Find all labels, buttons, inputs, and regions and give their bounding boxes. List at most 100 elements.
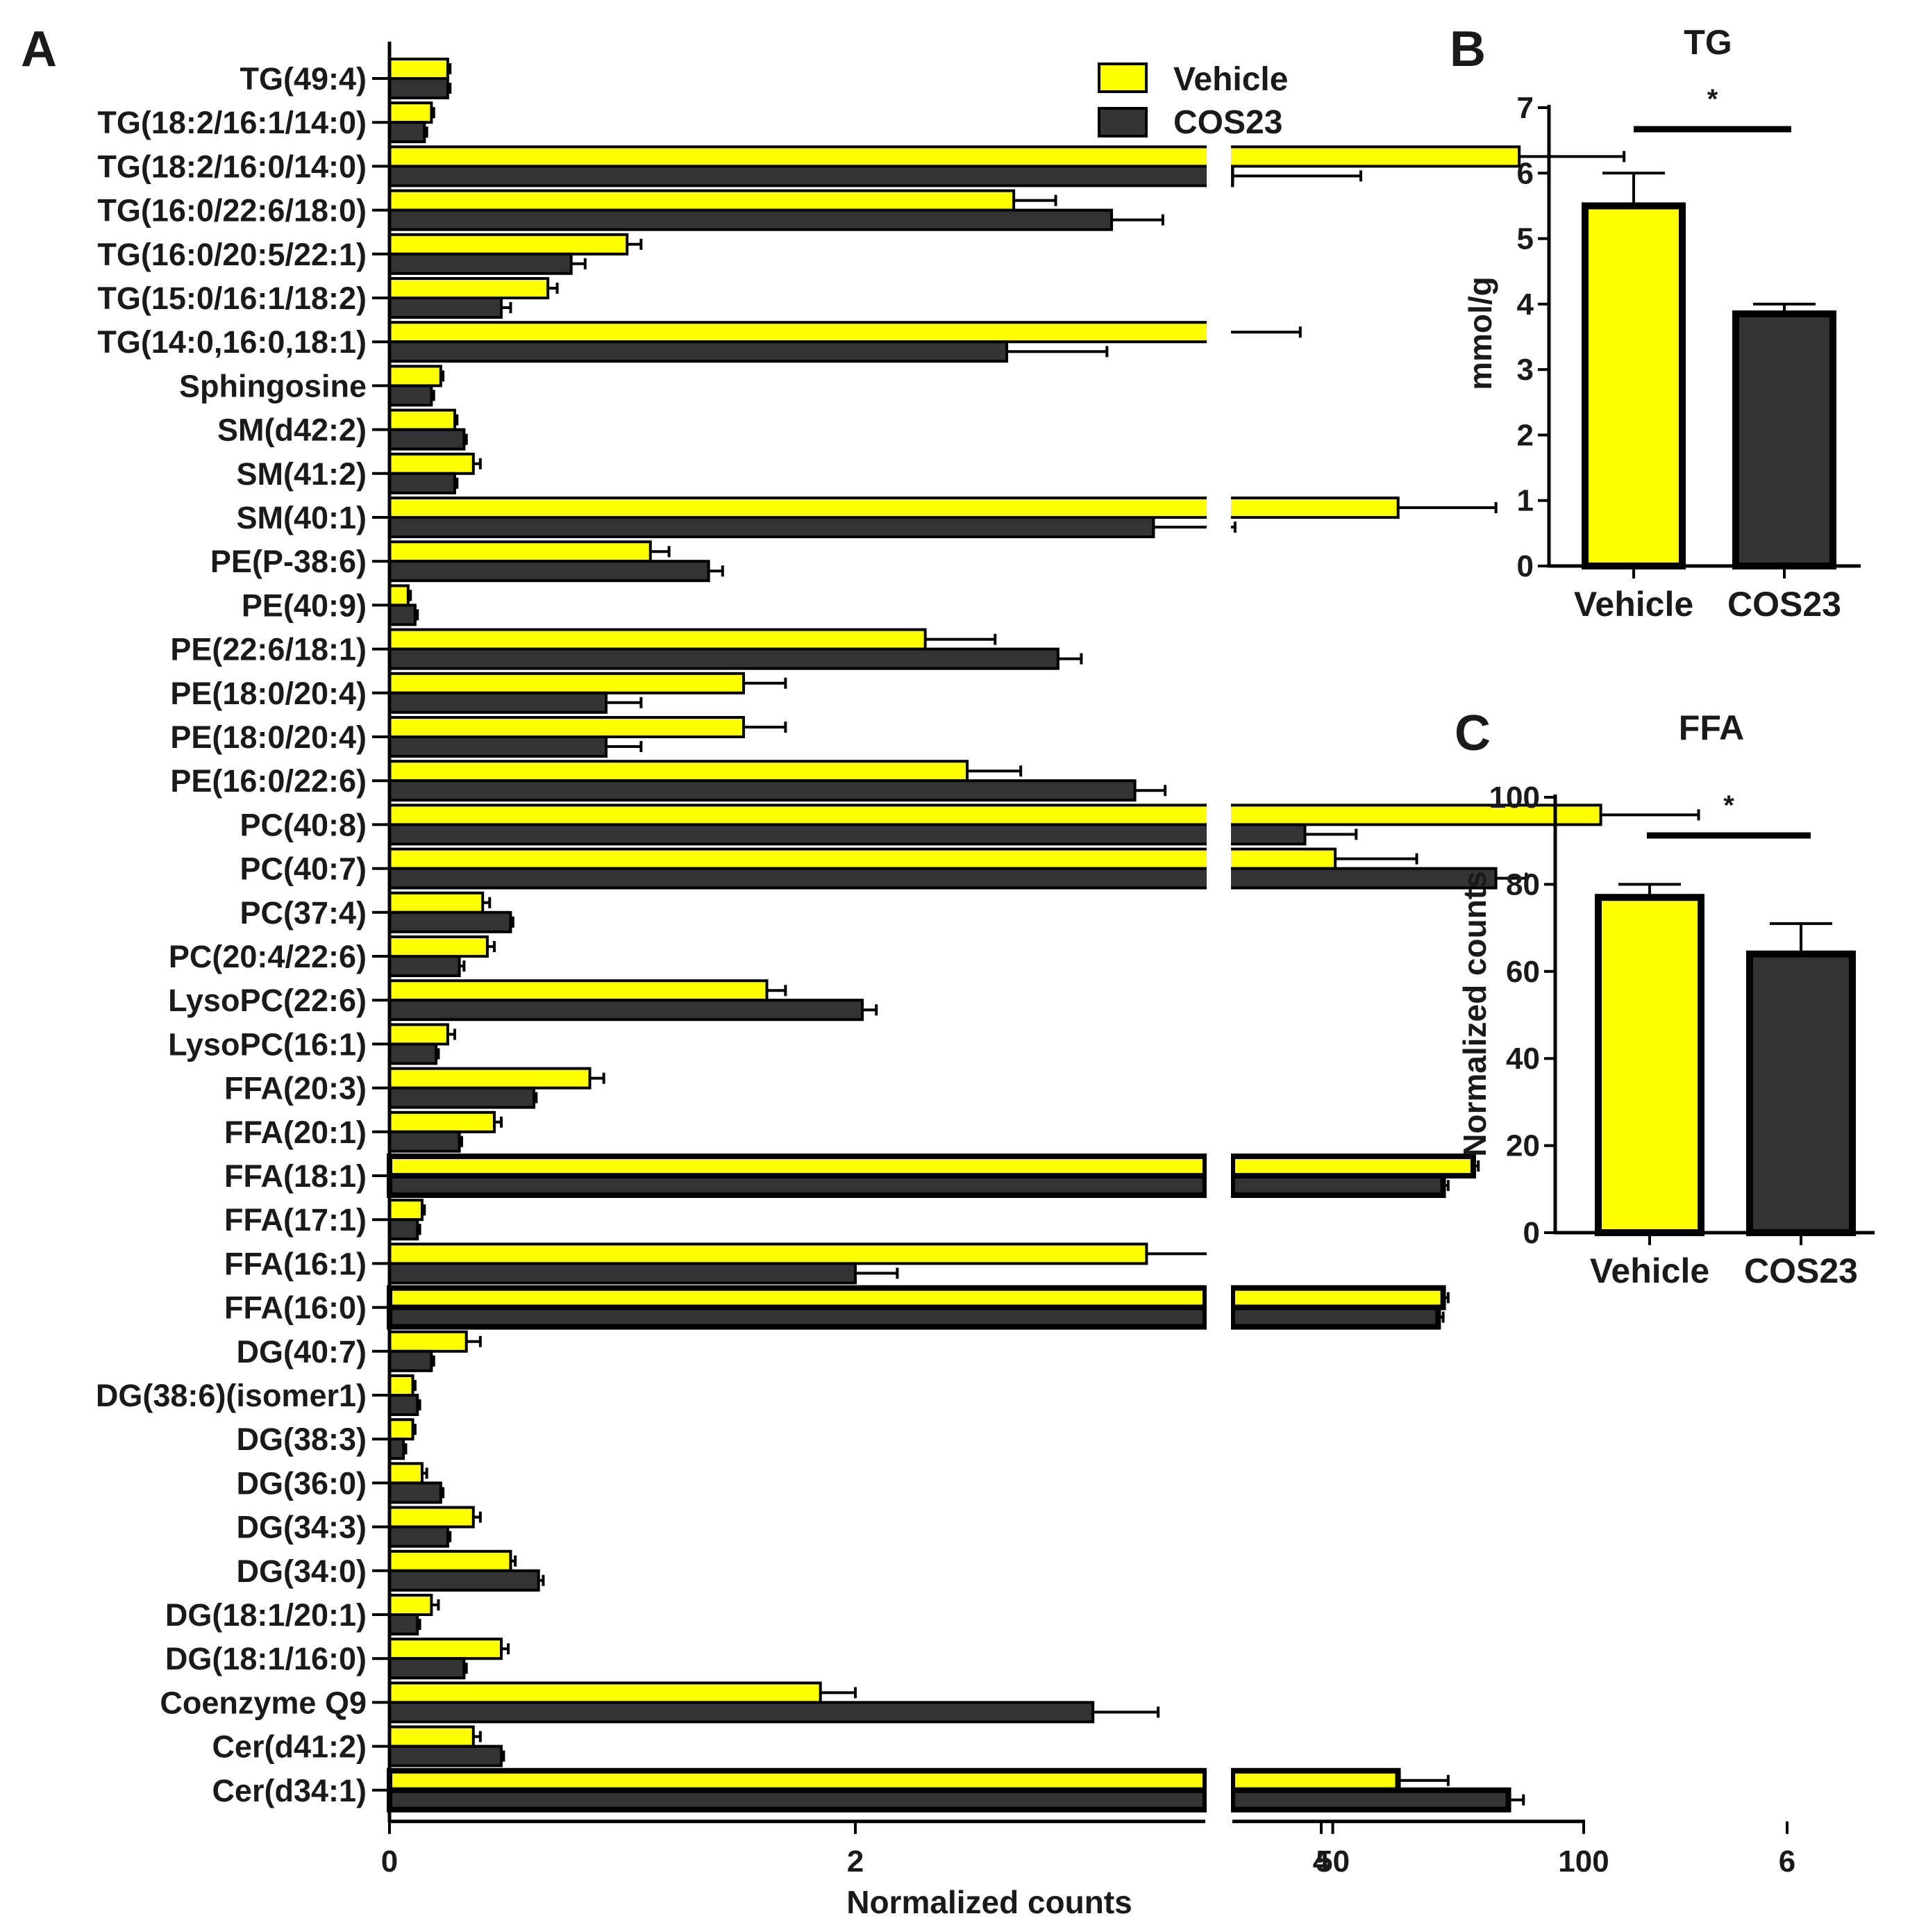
panel-a-legend: Vehicle COS23 xyxy=(1098,61,1288,141)
panel-a-bars xyxy=(387,42,1700,1819)
x-tick-label: COS23 xyxy=(1744,1251,1858,1290)
bar-vehicle-segment xyxy=(1230,1285,1446,1310)
y-tick-label: 0 xyxy=(1517,549,1534,583)
error-bar xyxy=(431,390,435,401)
category-label: FFA(16:0) xyxy=(224,1290,367,1326)
bar-vehicle xyxy=(388,1725,475,1748)
bar-cos23 xyxy=(388,516,1155,538)
bar-cos23 xyxy=(388,1657,466,1680)
error-bar xyxy=(421,1204,426,1216)
y-tick-label: 100 xyxy=(1489,781,1540,815)
error-bar xyxy=(440,1487,445,1499)
error-bar xyxy=(510,916,514,928)
legend-label-cos23: COS23 xyxy=(1173,104,1282,141)
error-bar xyxy=(417,1399,421,1410)
bar-cos23 xyxy=(388,910,512,933)
error-bar xyxy=(1519,151,1626,163)
bar-vehicle xyxy=(388,452,475,475)
bar-cos23-segment xyxy=(387,1787,1208,1813)
panel-c-chart: C FFA Normalized counts 0 20 40 60 80 100 Vehi… xyxy=(1455,706,1875,1290)
error-bar xyxy=(743,722,787,733)
panel-c-y-axis-title: Normalized counts xyxy=(1457,871,1493,1157)
bar-vehicle xyxy=(388,1681,822,1704)
bar-vehicle-segment xyxy=(387,1154,1208,1179)
bar-cos23 xyxy=(388,1042,438,1065)
error-bar xyxy=(431,1599,440,1610)
x-tick-label: 4 xyxy=(1313,1844,1330,1879)
error-bar xyxy=(820,1687,857,1699)
x-tick-label: Vehicle xyxy=(1574,585,1693,624)
bar-cos23 xyxy=(388,1438,405,1460)
category-label: Coenzyme Q9 xyxy=(160,1685,367,1720)
y-tick-label: 7 xyxy=(1517,91,1534,125)
x-tick-label: Vehicle xyxy=(1590,1251,1709,1290)
panel-a-chart: A 0 2 4 650 100 TG(49:4)TG(18:2/16:1/14:0)TG… xyxy=(21,22,1795,1920)
category-label: DG(34:0) xyxy=(236,1554,367,1589)
legend-swatch-vehicle xyxy=(1098,63,1148,93)
bar-cos23 xyxy=(388,77,449,99)
bar-cos23 xyxy=(388,1262,857,1285)
error-bar xyxy=(447,83,452,94)
category-label: Cer(d34:1) xyxy=(212,1773,367,1808)
bar-cos23 xyxy=(388,384,433,407)
bar-vehicle xyxy=(388,1067,592,1090)
bar-vehicle xyxy=(388,321,1225,344)
bar-cos23 xyxy=(388,999,864,1022)
bar-cos23-segment xyxy=(1230,1787,1511,1813)
error-bar xyxy=(473,458,482,469)
category-label: FFA(18:1) xyxy=(224,1158,367,1194)
category-label: Sphingosine xyxy=(179,368,367,403)
error-bar xyxy=(1093,1706,1160,1718)
y-tick-label: 4 xyxy=(1517,288,1534,322)
error-bar xyxy=(1398,502,1498,513)
significance-star: * xyxy=(1723,790,1734,821)
error-bar xyxy=(534,1092,538,1104)
panel-a-x-axis-title: Normalized counts xyxy=(846,1884,1132,1920)
bar-vehicle xyxy=(388,803,1602,826)
error-bar xyxy=(1057,653,1083,665)
error-bar xyxy=(412,1380,417,1391)
bar-vehicle xyxy=(388,1462,424,1485)
error-bar xyxy=(589,1072,605,1084)
error-bar xyxy=(650,546,671,558)
bar-vehicle xyxy=(388,672,745,694)
bar-cos23 xyxy=(388,779,1137,802)
error-bar xyxy=(431,1355,435,1367)
error-bar xyxy=(436,1048,440,1060)
error-bar xyxy=(501,302,512,313)
bar-cos23 xyxy=(388,647,1059,670)
bar-vehicle xyxy=(388,497,1400,519)
error-bar xyxy=(464,433,468,445)
category-label: PC(20:4/22:6) xyxy=(169,939,367,974)
error-bar xyxy=(548,283,559,294)
error-bar xyxy=(1398,1774,1450,1786)
x-tick-label: 2 xyxy=(847,1844,864,1879)
error-bar xyxy=(1496,872,1528,884)
bar-cos23 xyxy=(388,1130,461,1153)
bar-vehicle xyxy=(388,1199,424,1222)
category-label: FFA(16:1) xyxy=(224,1246,367,1281)
category-label: PC(40:7) xyxy=(240,851,367,887)
bar-cos23 xyxy=(388,121,426,144)
error-bar xyxy=(766,985,787,997)
bar-vehicle xyxy=(388,716,745,738)
bar-cos23 xyxy=(388,823,1307,846)
error-bar xyxy=(459,960,466,972)
error-bar xyxy=(1473,1160,1480,1172)
bar-cos23 xyxy=(388,1569,540,1592)
bar-vehicle xyxy=(388,233,629,256)
panel-b-letter: B xyxy=(1450,22,1486,77)
panel-c-title: FFA xyxy=(1679,708,1744,747)
error-bar xyxy=(571,258,587,269)
category-label: PE(40:9) xyxy=(242,588,367,623)
category-label: SM(41:2) xyxy=(236,456,367,492)
panel-b-chart: B TG mmol/g 0 1 2 3 4 5 6 7 Vehicle COS23 * xyxy=(1450,22,1861,624)
x-tick-label: 6 xyxy=(1779,1844,1795,1879)
category-label: FFA(17:1) xyxy=(224,1202,367,1238)
error-bar xyxy=(417,1619,421,1630)
bar-cos23 xyxy=(388,340,1009,363)
error-bar xyxy=(454,477,459,489)
bar-vehicle xyxy=(388,408,456,431)
y-tick-label: 80 xyxy=(1506,867,1540,901)
bar-vehicle xyxy=(388,760,969,783)
